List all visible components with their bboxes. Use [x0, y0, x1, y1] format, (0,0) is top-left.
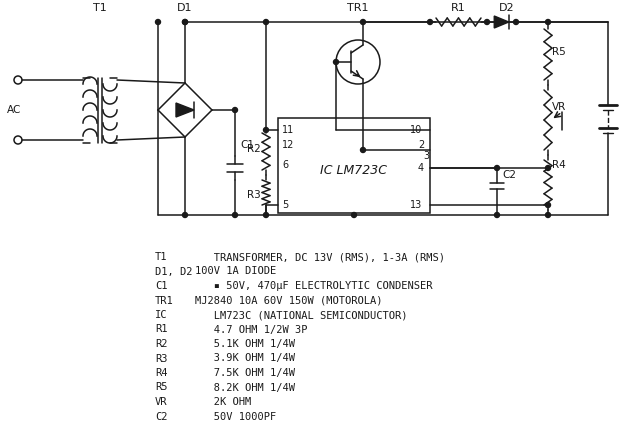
Text: R2: R2 — [155, 339, 168, 349]
Text: 100V 1A DIODE: 100V 1A DIODE — [195, 267, 276, 277]
Text: 3: 3 — [423, 151, 429, 161]
Text: 4: 4 — [418, 163, 424, 173]
Text: T1: T1 — [155, 252, 168, 262]
Text: R3: R3 — [247, 190, 261, 200]
Text: C2: C2 — [155, 412, 168, 422]
Text: 2: 2 — [418, 140, 424, 150]
Text: 11: 11 — [282, 125, 294, 135]
Text: R2: R2 — [247, 144, 261, 154]
Text: D1: D1 — [177, 3, 193, 13]
Polygon shape — [495, 16, 509, 28]
Text: D1, D2: D1, D2 — [155, 267, 193, 277]
Text: R4: R4 — [552, 160, 566, 170]
Circle shape — [264, 213, 269, 217]
Circle shape — [545, 19, 550, 24]
Text: R5: R5 — [552, 47, 566, 57]
Circle shape — [361, 19, 366, 24]
Circle shape — [352, 213, 356, 217]
Circle shape — [183, 19, 188, 24]
Text: IC: IC — [155, 310, 168, 320]
FancyBboxPatch shape — [278, 118, 430, 213]
Text: AC: AC — [7, 105, 21, 115]
Text: R1: R1 — [451, 3, 466, 13]
Circle shape — [513, 19, 518, 24]
Text: VR: VR — [155, 397, 168, 407]
Circle shape — [183, 19, 188, 24]
Circle shape — [232, 213, 237, 217]
Text: 8.2K OHM 1/4W: 8.2K OHM 1/4W — [195, 382, 295, 392]
Text: 3.9K OHM 1/4W: 3.9K OHM 1/4W — [195, 354, 295, 363]
Text: 5: 5 — [282, 200, 288, 210]
Circle shape — [495, 213, 500, 217]
Text: IC LM723C: IC LM723C — [321, 164, 387, 177]
Text: TR1: TR1 — [155, 296, 174, 305]
Text: 7.5K OHM 1/4W: 7.5K OHM 1/4W — [195, 368, 295, 378]
Text: TRANSFORMER, DC 13V (RMS), 1-3A (RMS): TRANSFORMER, DC 13V (RMS), 1-3A (RMS) — [195, 252, 445, 262]
Text: VR: VR — [552, 102, 567, 112]
Text: R3: R3 — [155, 354, 168, 363]
Circle shape — [334, 60, 339, 65]
Text: 13: 13 — [410, 200, 423, 210]
Circle shape — [232, 107, 237, 113]
Text: LM723C (NATIONAL SEMICONDUCTOR): LM723C (NATIONAL SEMICONDUCTOR) — [195, 310, 408, 320]
Text: 5.1K OHM 1/4W: 5.1K OHM 1/4W — [195, 339, 295, 349]
Circle shape — [183, 213, 188, 217]
Text: 2K OHM: 2K OHM — [195, 397, 251, 407]
Text: R1: R1 — [155, 324, 168, 335]
Circle shape — [361, 148, 366, 152]
Text: C2: C2 — [502, 170, 516, 180]
Circle shape — [495, 165, 500, 171]
Circle shape — [155, 19, 160, 24]
Circle shape — [485, 19, 490, 24]
Circle shape — [545, 165, 550, 171]
Text: 10: 10 — [410, 125, 423, 135]
Text: 50V 1000PF: 50V 1000PF — [195, 412, 276, 422]
Text: D2: D2 — [499, 3, 515, 13]
Circle shape — [428, 19, 433, 24]
Circle shape — [264, 127, 269, 133]
Text: ▪ 50V, 470μF ELECTROLYTIC CONDENSER: ▪ 50V, 470μF ELECTROLYTIC CONDENSER — [195, 281, 433, 291]
Text: C1: C1 — [155, 281, 168, 291]
Text: 4.7 OHM 1/2W 3P: 4.7 OHM 1/2W 3P — [195, 324, 307, 335]
Circle shape — [545, 202, 550, 207]
Polygon shape — [176, 103, 194, 117]
Text: R5: R5 — [155, 382, 168, 392]
Text: T1: T1 — [93, 3, 107, 13]
Text: C1: C1 — [240, 140, 254, 150]
Text: 6: 6 — [282, 160, 288, 170]
Circle shape — [545, 213, 550, 217]
Text: MJ2840 10A 60V 150W (MOTOROLA): MJ2840 10A 60V 150W (MOTOROLA) — [195, 296, 382, 305]
Circle shape — [264, 19, 269, 24]
Text: 12: 12 — [282, 140, 294, 150]
Text: TR1: TR1 — [347, 3, 369, 13]
Text: R4: R4 — [155, 368, 168, 378]
